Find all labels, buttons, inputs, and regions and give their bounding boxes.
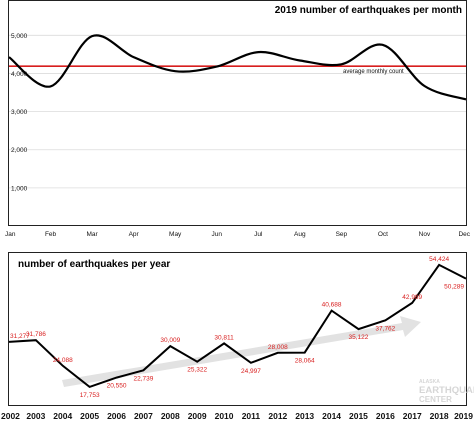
yearly-x-tick-label: 2007 [134,411,153,421]
yearly-x-tick-label: 2004 [53,411,72,421]
yearly-data-label: 22,739 [133,375,153,382]
yearly-chart-frame [8,252,467,406]
yearly-x-tick-label: 2005 [80,411,99,421]
monthly-x-tick-label: Dec [458,231,470,238]
yearly-x-tick-label: 2011 [242,411,261,421]
monthly-y-tick-label: 2,000 [11,147,28,154]
yearly-x-tick-label: 2008 [161,411,180,421]
yearly-data-label: 24,997 [241,368,261,375]
monthly-x-tick-label: Feb [45,231,57,238]
yearly-x-tick-label: 2019 [454,411,473,421]
yearly-x-tick-label: 2002 [1,411,20,421]
yearly-x-tick-label: 2017 [403,411,422,421]
earthquake-center-logo: ALASKA EARTHQUAKE CENTER [419,379,474,404]
monthly-x-tick-label: Jan [5,231,16,238]
monthly-x-tick-label: Aug [294,231,306,238]
monthly-x-tick-label: Apr [129,231,140,238]
yearly-data-label: 17,753 [80,392,100,399]
yearly-x-tick-label: 2016 [376,411,395,421]
monthly-series-line [8,34,467,101]
average-reference-label: average monthly count [343,69,404,75]
yearly-series-line [8,263,467,389]
monthly-x-tick-label: Mar [86,231,98,238]
yearly-data-label: 42,989 [402,294,422,301]
yearly-chart-title: number of earthquakes per year [18,259,170,270]
monthly-x-axis: Jan Feb Mar Apr May Jun Jul Aug Sep Oct Nov Dec [5,231,471,238]
yearly-data-label: 50,289 [444,284,464,291]
monthly-chart-frame [8,0,467,226]
monthly-x-tick-label: Sep [336,231,348,238]
monthly-x-tick-label: May [169,231,182,238]
monthly-chart: 1,000 2,000 3,000 4,000 5,000 average monthl… [5,0,471,238]
yearly-x-axis: 2002 2003 2004 2005 2006 2007 2008 2009 2010 2011… [1,411,473,421]
yearly-data-label: 25,322 [187,367,207,374]
yearly-data-label: 31,277 [10,333,30,340]
yearly-x-tick-label: 2014 [322,411,341,421]
monthly-y-axis: 1,000 2,000 3,000 4,000 5,000 [11,33,28,193]
monthly-x-tick-label: Jul [254,231,263,238]
yearly-data-label: 35,122 [349,334,369,341]
monthly-chart-title: 2019 number of earthquakes per month [275,5,462,16]
yearly-data-label: 28,064 [295,358,315,365]
monthly-y-tick-label: 1,000 [11,185,28,192]
yearly-data-label: 31,786 [26,331,46,338]
monthly-y-tick-label: 4,000 [11,71,28,78]
yearly-x-tick-label: 2010 [215,411,234,421]
yearly-x-tick-label: 2013 [295,411,314,421]
yearly-chart: number of earthquakes per year ALASKA EA… [1,252,474,421]
monthly-y-tick-label: 3,000 [11,109,28,116]
yearly-data-label: 30,811 [214,334,234,341]
monthly-x-tick-label: Jun [211,231,222,238]
yearly-data-label: 24,088 [53,357,73,364]
monthly-x-tick-label: Oct [378,231,388,238]
yearly-x-tick-label: 2012 [268,411,287,421]
yearly-x-tick-label: 2003 [26,411,45,421]
yearly-data-label: 28,008 [268,344,288,351]
yearly-x-tick-label: 2015 [349,411,368,421]
trend-arrow [62,316,421,387]
monthly-x-tick-label: Nov [419,231,431,238]
monthly-gridlines [9,34,466,189]
yearly-x-tick-label: 2006 [107,411,126,421]
yearly-data-label: 37,762 [375,325,395,332]
yearly-x-tick-label: 2018 [430,411,449,421]
svg-text:CENTER: CENTER [419,395,452,404]
yearly-data-label: 40,688 [322,302,342,309]
yearly-data-label: 54,424 [429,256,449,263]
monthly-y-tick-label: 5,000 [11,33,28,40]
yearly-x-tick-label: 2009 [188,411,207,421]
svg-text:EARTHQUAKE: EARTHQUAKE [419,385,474,396]
yearly-data-label: 20,550 [107,383,127,390]
svg-text:ALASKA: ALASKA [419,379,440,385]
yearly-data-label: 30,009 [160,337,180,344]
